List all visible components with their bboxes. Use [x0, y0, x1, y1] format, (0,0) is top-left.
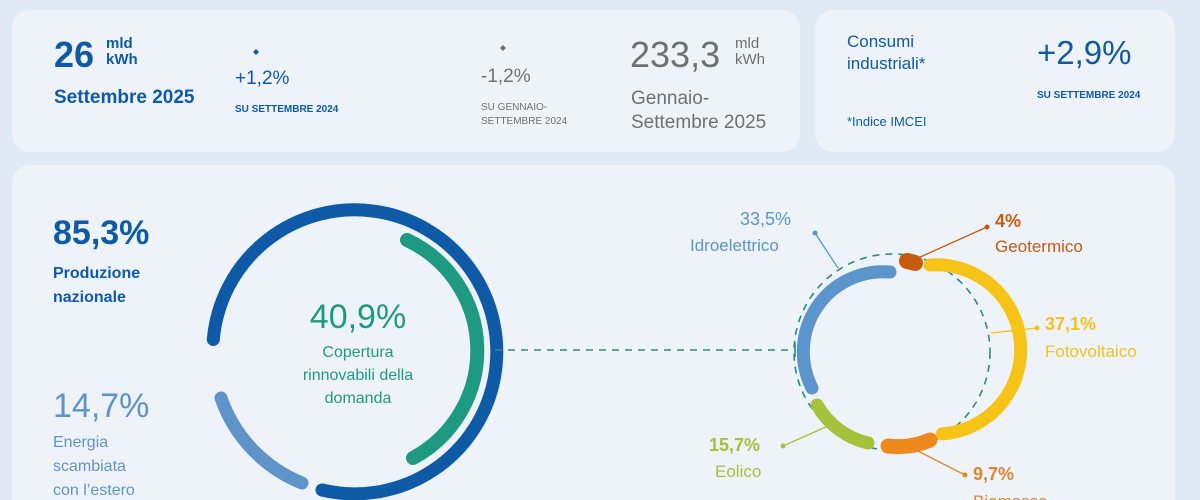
monthly-value: 26 [54, 34, 95, 75]
industrial-title-1: Consumi [847, 32, 915, 51]
supply-donut [206, 203, 504, 500]
renewables-coverage-arc [400, 233, 485, 465]
monthly-unit-bottom: kWh [106, 51, 138, 68]
ytd-unit-top: mld [735, 35, 760, 52]
wind-value: 15,7% [709, 435, 761, 455]
supply-mix-card [12, 165, 1175, 500]
industrial-title-2: industriali* [847, 54, 926, 73]
geo-arc [899, 253, 923, 271]
solar-value: 37,1% [1045, 314, 1097, 334]
renewables-coverage-value: 40,9% [309, 298, 407, 336]
national-production-label-1: Produzione [53, 265, 141, 282]
foreign-exchange-label-2: scambiata [53, 458, 126, 475]
foreign-exchange-label-3: con l’estero [53, 482, 135, 499]
ytd-value: 233,3 [630, 34, 721, 75]
foreign-exchange-value: 14,7% [53, 387, 150, 425]
monthly-demand-card [12, 10, 800, 152]
national-production-value: 85,3% [53, 214, 150, 252]
monthly-change: +1,2% [235, 68, 290, 89]
wind-label: Eolico [715, 462, 762, 481]
ytd-change: -1,2% [481, 66, 531, 87]
ytd-change-ref-1: SU GENNAIO- [481, 102, 548, 113]
hydro-arc [796, 265, 897, 395]
solar-label: Fotovoltaico [1045, 342, 1137, 361]
ytd-period-1: Gennaio- [631, 88, 710, 109]
ytd-change-ref-2: SETTEMBRE 2024 [481, 116, 568, 127]
foreign-exchange-arc [214, 391, 309, 490]
ytd-unit-bottom: kWh [735, 51, 765, 68]
biomass-value: 9,7% [973, 464, 1015, 484]
industrial-footnote: *Indice IMCEI [847, 114, 927, 129]
geo-label: Geotermico [995, 237, 1083, 256]
ytd-period-2: Settembre 2025 [631, 112, 767, 133]
national-production-label-2: nazionale [53, 289, 126, 306]
biomass-arc [880, 432, 938, 455]
geo-value: 4% [995, 211, 1022, 231]
monthly-unit-top: mld [106, 35, 133, 52]
hydro-value: 33,5% [740, 209, 792, 229]
solar-arc [923, 258, 1028, 441]
biomass-label: Biomasse [973, 492, 1048, 500]
monthly-change-ref: SU SETTEMBRE 2024 [235, 104, 339, 115]
monthly-connector-dot [253, 49, 259, 55]
foreign-exchange-label-1: Energia [53, 434, 109, 451]
hydro-label: Idroelettrico [690, 236, 779, 255]
renewables-coverage-label-3: domanda [324, 390, 392, 407]
industrial-consumption-card [815, 10, 1175, 152]
ytd-connector-dot [500, 45, 506, 51]
renewables-coverage-label-2: rinnovabili della [302, 367, 414, 384]
renewables-coverage-label-1: Copertura [322, 344, 394, 361]
industrial-ref: SU SETTEMBRE 2024 [1037, 90, 1141, 101]
renewables-dashed-circle [793, 253, 991, 451]
industrial-value: +2,9% [1037, 34, 1132, 71]
monthly-period: Settembre 2025 [54, 87, 195, 108]
wind-arc [810, 398, 875, 450]
national-production-arc [206, 203, 504, 500]
